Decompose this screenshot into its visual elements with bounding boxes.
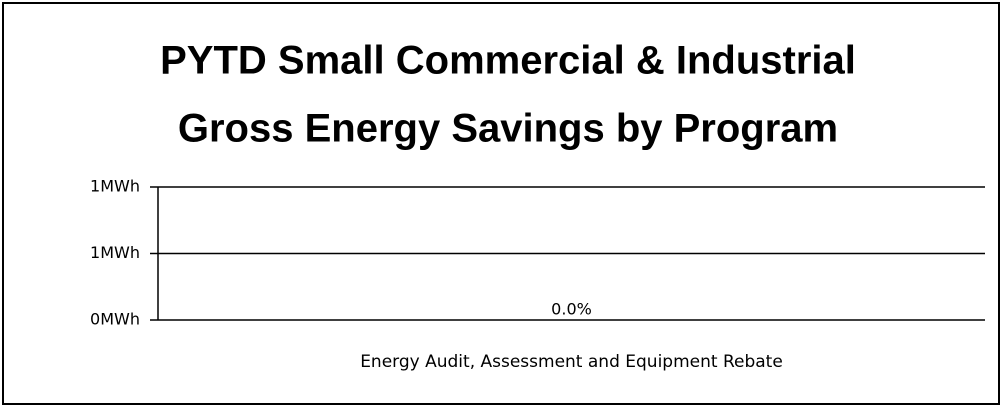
data-label: 0.0% xyxy=(551,300,592,319)
chart-title: Gross Energy Savings by Program xyxy=(178,107,838,151)
y-tick-label: 0MWh xyxy=(90,310,140,329)
y-tick-label: 1MWh xyxy=(90,243,140,262)
y-tick-label: 1MWh xyxy=(90,177,140,196)
chart-frame xyxy=(2,2,1000,405)
x-tick-label: Energy Audit, Assessment and Equipment R… xyxy=(360,352,783,372)
chart-title: PYTD Small Commercial & Industrial xyxy=(160,39,856,83)
